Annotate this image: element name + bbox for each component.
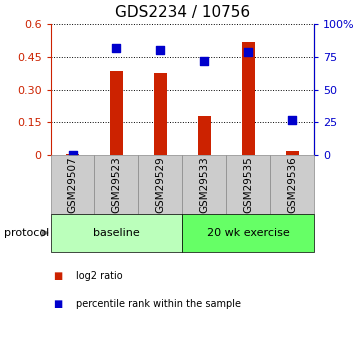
Text: protocol: protocol	[4, 228, 49, 238]
Text: GSM29536: GSM29536	[287, 156, 297, 213]
Point	[157, 48, 163, 53]
Bar	[66, 154, 79, 155]
Text: GSM29523: GSM29523	[112, 156, 121, 213]
Bar	[110, 71, 123, 155]
Text: ■: ■	[53, 271, 62, 281]
Point	[201, 58, 207, 63]
Bar	[154, 73, 167, 155]
Point	[113, 45, 119, 50]
Bar	[286, 151, 299, 155]
Text: 20 wk exercise: 20 wk exercise	[207, 228, 290, 238]
Text: GSM29507: GSM29507	[68, 156, 78, 213]
Text: baseline: baseline	[93, 228, 140, 238]
Point	[70, 152, 75, 158]
Text: GSM29533: GSM29533	[199, 156, 209, 213]
Text: GSM29535: GSM29535	[243, 156, 253, 213]
Text: GSM29529: GSM29529	[155, 156, 165, 213]
Title: GDS2234 / 10756: GDS2234 / 10756	[115, 5, 250, 20]
Text: ■: ■	[53, 299, 62, 308]
Text: log2 ratio: log2 ratio	[76, 271, 122, 281]
Bar	[198, 116, 211, 155]
Point	[289, 117, 295, 122]
Bar	[242, 42, 255, 155]
Point	[245, 49, 251, 55]
Text: percentile rank within the sample: percentile rank within the sample	[76, 299, 241, 308]
